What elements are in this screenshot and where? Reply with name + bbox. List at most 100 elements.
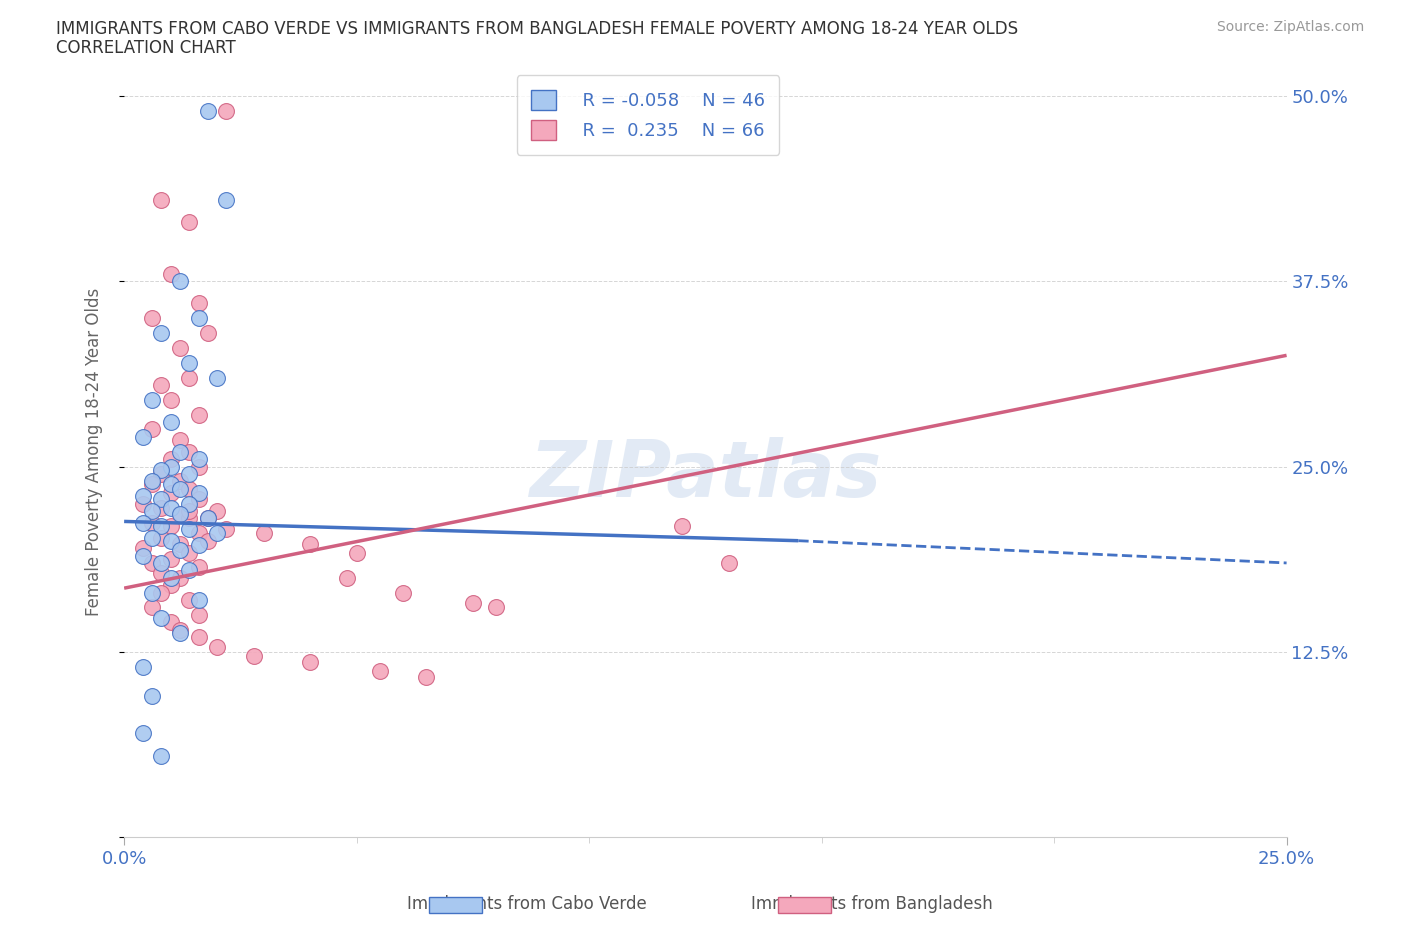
Point <box>169 340 191 355</box>
Point <box>197 103 219 118</box>
Y-axis label: Female Poverty Among 18-24 Year Olds: Female Poverty Among 18-24 Year Olds <box>86 287 103 616</box>
Point <box>150 467 173 482</box>
Point <box>717 555 740 570</box>
Point <box>141 392 163 407</box>
Point <box>132 515 155 530</box>
Point <box>368 664 391 679</box>
Point <box>169 507 191 522</box>
Point <box>205 525 228 540</box>
Point <box>169 622 191 637</box>
Text: CORRELATION CHART: CORRELATION CHART <box>56 39 236 57</box>
Point <box>215 193 238 207</box>
Point <box>187 311 209 325</box>
Point <box>205 504 228 519</box>
Text: Source: ZipAtlas.com: Source: ZipAtlas.com <box>1216 20 1364 34</box>
Point <box>197 511 219 525</box>
Point <box>179 497 201 512</box>
Point <box>141 311 163 325</box>
Point <box>132 540 155 555</box>
Point <box>159 459 181 474</box>
Point <box>132 497 155 512</box>
Point <box>159 415 181 430</box>
Point <box>169 507 191 522</box>
Point <box>179 545 201 560</box>
Point <box>150 555 173 570</box>
Point <box>150 530 173 545</box>
Point <box>159 615 181 630</box>
Point <box>159 485 181 500</box>
Text: Immigrants from Bangladesh: Immigrants from Bangladesh <box>751 895 993 913</box>
Point <box>179 445 201 459</box>
Point <box>169 273 191 288</box>
Point <box>187 459 209 474</box>
Point <box>169 570 191 585</box>
Point <box>150 462 173 477</box>
Point <box>141 530 163 545</box>
Point <box>187 525 209 540</box>
Point <box>141 515 163 530</box>
Point <box>141 689 163 704</box>
Point <box>179 370 201 385</box>
Point <box>150 565 173 580</box>
Point <box>243 649 266 664</box>
Point <box>150 326 173 340</box>
Point <box>205 370 228 385</box>
Point <box>132 548 155 563</box>
Point <box>150 378 173 392</box>
Point <box>179 504 201 519</box>
Point <box>141 477 163 492</box>
Point <box>150 500 173 515</box>
Text: ZIPatlas: ZIPatlas <box>529 437 882 512</box>
Point <box>179 355 201 370</box>
Point <box>179 592 201 607</box>
Point <box>187 607 209 622</box>
Point <box>169 432 191 447</box>
Point <box>197 533 219 548</box>
Point <box>197 511 219 525</box>
Text: IMMIGRANTS FROM CABO VERDE VS IMMIGRANTS FROM BANGLADESH FEMALE POVERTY AMONG 18: IMMIGRANTS FROM CABO VERDE VS IMMIGRANTS… <box>56 20 1018 38</box>
Point <box>461 595 484 610</box>
Point <box>159 477 181 492</box>
Point <box>169 542 191 557</box>
Point <box>150 518 173 533</box>
Point <box>141 422 163 437</box>
Point <box>159 570 181 585</box>
Point <box>150 749 173 764</box>
Point <box>253 525 276 540</box>
Point <box>346 545 368 560</box>
Point <box>187 538 209 552</box>
Point <box>159 452 181 467</box>
Point <box>197 326 219 340</box>
Point <box>150 193 173 207</box>
Point <box>187 452 209 467</box>
Point <box>169 474 191 489</box>
Point <box>215 522 238 537</box>
Point <box>132 489 155 504</box>
Point <box>141 585 163 600</box>
Point <box>179 467 201 482</box>
Point <box>159 551 181 566</box>
Point <box>141 555 163 570</box>
Point <box>169 625 191 640</box>
Point <box>187 560 209 575</box>
Point <box>141 600 163 615</box>
Point <box>336 570 359 585</box>
Point <box>159 392 181 407</box>
Point <box>150 492 173 507</box>
Point <box>187 630 209 644</box>
Point <box>179 215 201 230</box>
Point <box>392 585 415 600</box>
Point <box>169 482 191 497</box>
Point <box>187 492 209 507</box>
Point <box>169 445 191 459</box>
Point <box>141 504 163 519</box>
Point <box>150 585 173 600</box>
Point <box>132 659 155 674</box>
Point <box>299 655 322 670</box>
Point <box>179 511 201 525</box>
Point <box>141 474 163 489</box>
Point <box>415 670 437 684</box>
Point <box>215 103 238 118</box>
Point <box>132 430 155 445</box>
Point <box>159 266 181 281</box>
